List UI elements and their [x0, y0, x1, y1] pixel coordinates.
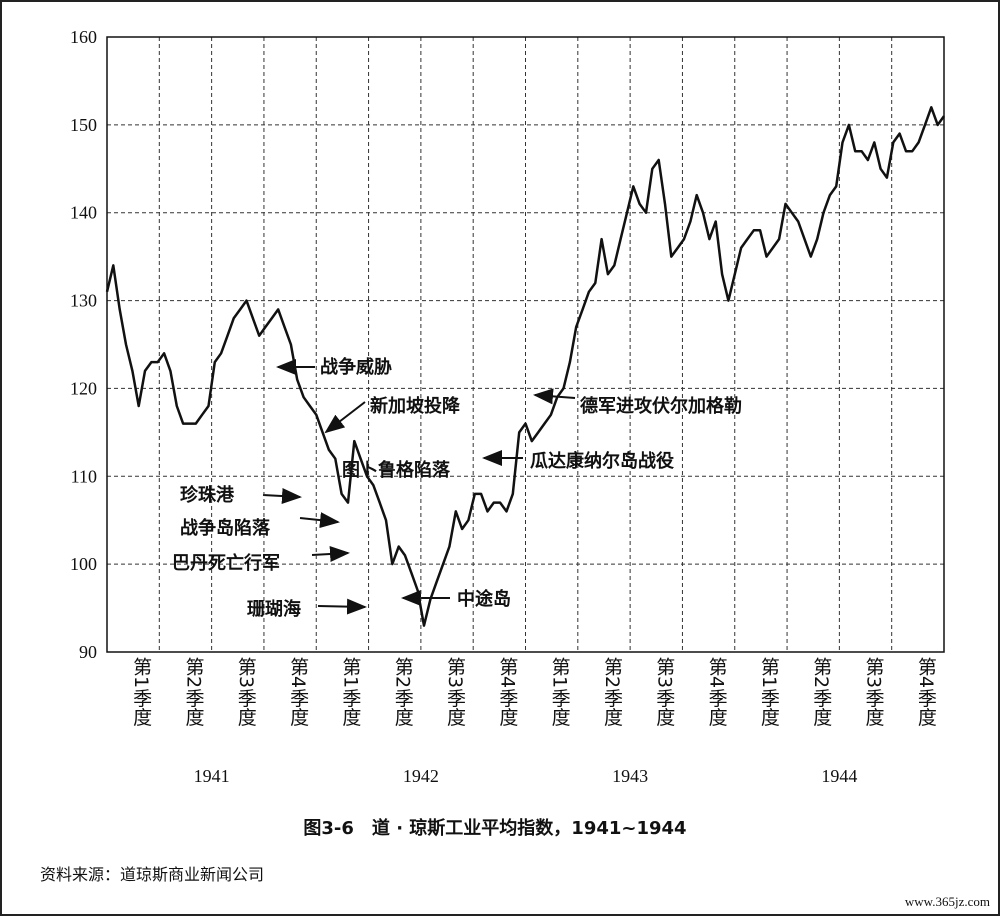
x-tick-label: 第3季度: [653, 657, 675, 726]
x-tick-label: 第4季度: [915, 657, 937, 726]
year-label: 1944: [821, 766, 857, 786]
x-tick-label: 第2季度: [601, 657, 623, 726]
source: 资料来源：道琼斯商业新闻公司: [40, 865, 264, 884]
annotation: 瓜达康纳尔岛战役: [530, 450, 674, 472]
x-tick-label: 第2季度: [392, 657, 414, 726]
x-tick-label: 第3季度: [235, 657, 257, 726]
annotation: 图卜鲁格陷落: [342, 459, 451, 481]
plot-frame: [106, 36, 945, 653]
x-tick-label: 第4季度: [496, 657, 518, 726]
y-tick-label: 150: [70, 115, 97, 135]
x-tick-label: 第1季度: [758, 657, 780, 726]
caption: 图3-6 道 · 琼斯工业平均指数，1941~1944: [303, 817, 686, 839]
y-tick-label: 110: [71, 466, 97, 486]
x-tick-label: 第1季度: [549, 657, 571, 726]
watermark: www.365jz.com: [905, 894, 990, 909]
x-tick-label: 第3季度: [444, 657, 466, 726]
annotation: 新加坡投降: [370, 395, 461, 417]
x-tick-label: 第4季度: [287, 657, 309, 726]
annotation: 战争威胁: [320, 356, 392, 378]
x-tick-label: 第1季度: [339, 657, 361, 726]
x-tick-label: 第4季度: [706, 657, 728, 726]
x-tick-label: 第2季度: [182, 657, 204, 726]
annotation-arrows: [262, 359, 576, 615]
annotation: 巴丹死亡行军: [172, 552, 280, 574]
year-label: 1943: [612, 766, 648, 786]
y-tick-label: 120: [70, 378, 97, 398]
y-tick-label: 140: [70, 203, 97, 223]
annotation: 德军进攻伏尔加格勒: [580, 395, 742, 417]
annotation: 珊瑚海: [247, 598, 301, 620]
y-tick-label: 130: [70, 291, 97, 311]
year-label: 1942: [403, 766, 439, 786]
x-tick-label: 第2季度: [810, 657, 832, 726]
y-tick-label: 90: [79, 642, 97, 662]
year-label: 1941: [194, 766, 230, 786]
annotation: 中途岛: [457, 588, 511, 610]
annotation: 珍珠港: [180, 484, 235, 506]
x-tick-label: 第1季度: [130, 657, 152, 726]
y-tick-label: 160: [70, 27, 97, 47]
x-tick-label: 第3季度: [863, 657, 885, 726]
index-line: [105, 106, 946, 627]
y-tick-label: 100: [70, 554, 97, 574]
annotation: 战争岛陷落: [180, 517, 271, 539]
